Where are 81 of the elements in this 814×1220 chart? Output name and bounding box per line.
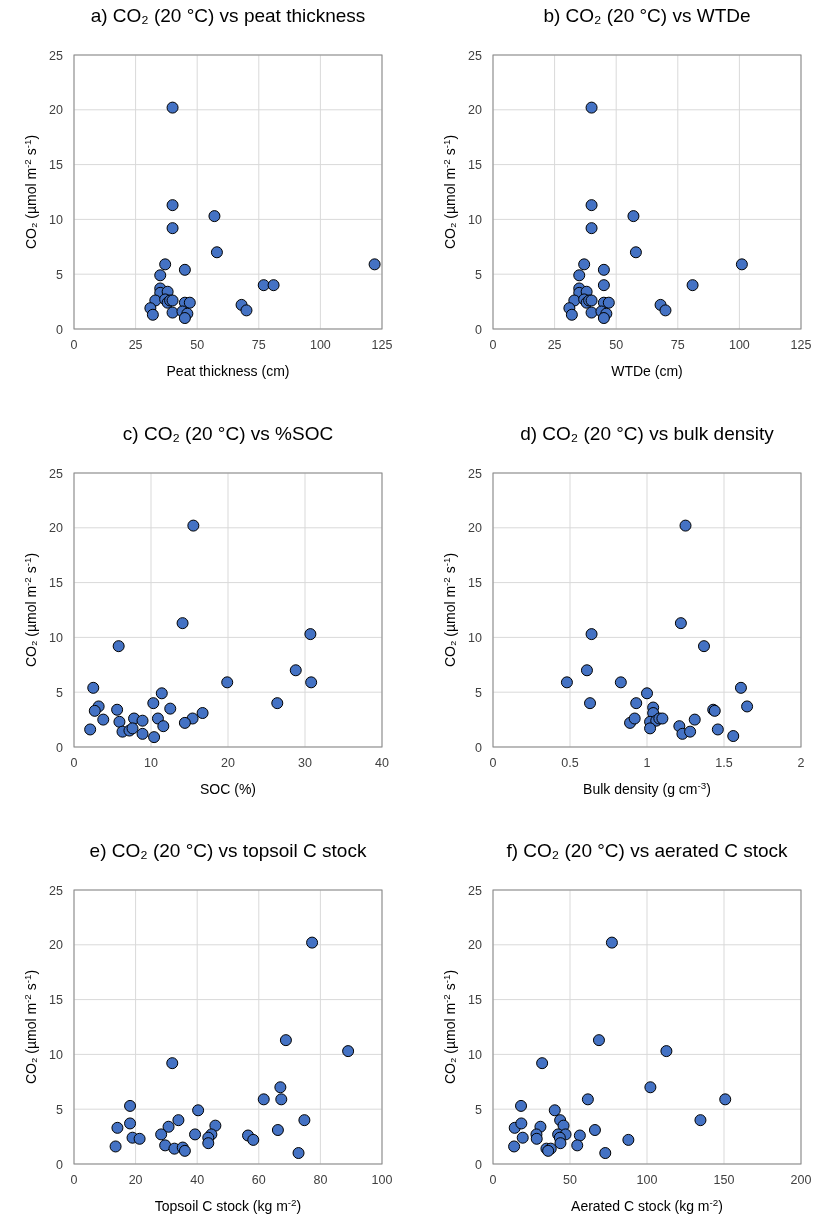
x-tick-label: 100 <box>728 338 750 352</box>
y-tick-label: 25 <box>49 48 64 63</box>
y-tick-label: 10 <box>468 212 483 227</box>
x-tick-label: 1.5 <box>715 756 733 770</box>
y-tick-label: 15 <box>468 993 483 1008</box>
y-tick-label: 10 <box>468 630 483 645</box>
y-tick-label: 5 <box>475 1102 483 1117</box>
x-tick-label: 200 <box>790 1173 812 1187</box>
x-axis-title: Aerated C stock (kg m$^{-2}$) <box>571 1196 723 1214</box>
y-tick-label: 20 <box>468 521 483 536</box>
chart-title: e) CO₂ (20 °C) vs topsoil C stock <box>89 840 367 861</box>
y-tick-label: 5 <box>475 685 483 700</box>
x-tick-label: 60 <box>251 1173 266 1187</box>
x-tick-label: 75 <box>251 338 266 352</box>
y-tick-label: 15 <box>49 576 64 591</box>
x-axis-title: Topsoil C stock (kg m$^{-2}$) <box>154 1196 302 1214</box>
y-tick-label: 20 <box>468 938 483 953</box>
x-tick-label: 10 <box>144 756 158 770</box>
chart-title: f) CO₂ (20 °C) vs aerated C stock <box>506 840 789 861</box>
y-tick-label: 25 <box>49 466 64 481</box>
y-tick-label: 25 <box>49 883 64 898</box>
x-tick-label: 25 <box>547 338 562 352</box>
y-tick-label: 25 <box>468 466 483 481</box>
y-tick-label: 5 <box>56 267 64 282</box>
x-tick-label: 0 <box>489 1173 497 1187</box>
x-tick-label: 40 <box>375 756 389 770</box>
y-tick-label: 0 <box>475 322 483 337</box>
y-tick-label: 10 <box>468 1047 483 1062</box>
y-tick-label: 0 <box>56 1157 64 1172</box>
y-tick-label: 10 <box>49 630 64 645</box>
chart-title: b) CO₂ (20 °C) vs WTDe <box>543 5 751 26</box>
x-tick-label: 20 <box>128 1173 143 1187</box>
y-tick-label: 15 <box>49 993 64 1008</box>
chart-title: d) CO₂ (20 °C) vs bulk density <box>520 423 775 444</box>
x-tick-label: 30 <box>298 756 312 770</box>
x-tick-label: 20 <box>221 756 235 770</box>
x-tick-label: 100 <box>309 338 331 352</box>
y-tick-label: 25 <box>468 883 483 898</box>
x-tick-label: 0 <box>489 338 497 352</box>
x-tick-label: 75 <box>670 338 685 352</box>
chart-title: c) CO₂ (20 °C) vs %SOC <box>122 423 334 444</box>
x-tick-label: 150 <box>713 1173 735 1187</box>
y-tick-label: 15 <box>49 158 64 173</box>
y-tick-label: 25 <box>468 48 483 63</box>
y-tick-label: 0 <box>56 740 64 755</box>
y-tick-label: 15 <box>468 576 483 591</box>
x-tick-label: 50 <box>609 338 624 352</box>
y-tick-label: 15 <box>468 158 483 173</box>
x-tick-label: 0 <box>70 756 78 770</box>
y-tick-label: 5 <box>475 267 483 282</box>
x-tick-label: 125 <box>371 338 393 352</box>
x-tick-label: 100 <box>636 1173 658 1187</box>
x-tick-label: 0.5 <box>561 756 579 770</box>
x-tick-label: 0 <box>489 756 497 770</box>
y-tick-label: 0 <box>475 740 483 755</box>
x-tick-label: 125 <box>790 338 812 352</box>
x-tick-label: 0 <box>70 338 78 352</box>
x-tick-label: 50 <box>563 1173 577 1187</box>
x-tick-label: 0 <box>70 1173 78 1187</box>
x-tick-label: 40 <box>190 1173 205 1187</box>
y-tick-label: 5 <box>56 685 64 700</box>
x-axis-title: Bulk density (g cm$^{-3}$) <box>583 779 711 797</box>
y-tick-label: 5 <box>56 1102 64 1117</box>
y-tick-label: 20 <box>49 938 64 953</box>
y-tick-label: 10 <box>49 212 64 227</box>
x-tick-label: 50 <box>190 338 205 352</box>
y-tick-label: 0 <box>475 1157 483 1172</box>
y-tick-label: 20 <box>468 103 483 118</box>
chart-title: a) CO₂ (20 °C) vs peat thickness <box>90 5 366 26</box>
x-axis-title: Peat thickness (cm) <box>166 363 290 379</box>
x-tick-label: 80 <box>313 1173 328 1187</box>
x-tick-label: 25 <box>128 338 143 352</box>
x-axis-title: WTDe (cm) <box>611 363 683 379</box>
x-tick-label: 1 <box>643 756 651 770</box>
x-tick-label: 100 <box>371 1173 393 1187</box>
x-tick-label: 2 <box>797 756 805 770</box>
y-tick-label: 10 <box>49 1047 64 1062</box>
y-tick-label: 20 <box>49 521 64 536</box>
y-tick-label: 20 <box>49 103 64 118</box>
x-axis-title: SOC (%) <box>200 781 256 797</box>
y-tick-label: 0 <box>56 322 64 337</box>
